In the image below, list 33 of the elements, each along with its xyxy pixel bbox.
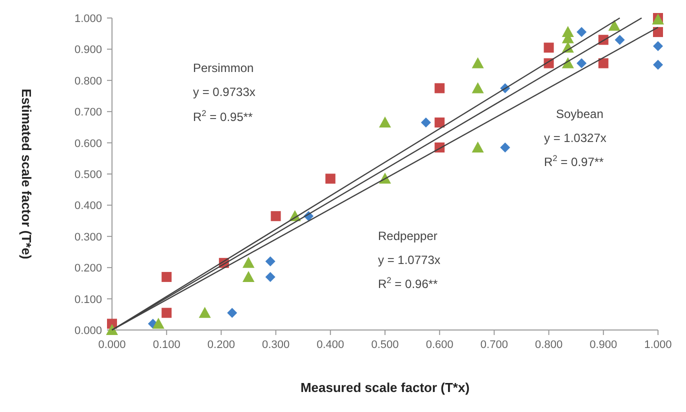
x-tick-label: 0.500: [371, 339, 399, 351]
annotation: y = 1.0773x: [378, 253, 440, 267]
y-tick-label: 0.500: [74, 169, 102, 181]
y-tick-label: 0.900: [74, 44, 102, 56]
annotation: Soybean: [556, 107, 604, 121]
y-tick-label: 0.800: [74, 75, 102, 88]
x-tick-label: 0.900: [590, 339, 618, 351]
y-tick-label: 0.400: [74, 200, 102, 212]
x-axis-title: Measured scale factor (T*x): [300, 380, 470, 395]
x-tick-label: 0.100: [152, 339, 180, 351]
x-tick-label: 0.300: [262, 339, 290, 351]
y-tick-label: 0.200: [74, 262, 102, 275]
x-tick-label: 0.600: [426, 339, 454, 351]
y-tick-label: 1.000: [74, 13, 102, 25]
annotation: Redpepper: [378, 229, 438, 243]
annotation: R$^{2}$ = 0.95**: [193, 108, 254, 124]
x-tick-label: 0.200: [207, 339, 235, 351]
annotation: R$^{2}$ = 0.96**: [378, 275, 438, 291]
annotation: y = 1.0327x: [544, 131, 606, 145]
y-tick-label: 0.300: [74, 231, 102, 244]
annotation: Persimmon: [193, 61, 254, 75]
y-axis-title: Estimated scale factor (T*e): [19, 88, 34, 260]
x-tick-label: 0.000: [98, 339, 126, 351]
x-tick-label: 0.800: [535, 339, 563, 351]
annotation: R$^{2}$ = 0.97**: [544, 153, 604, 169]
x-tick-label: 0.400: [316, 339, 344, 351]
y-tick-label: 0.000: [74, 325, 102, 337]
y-tick-label: 0.600: [74, 138, 102, 150]
y-tick-label: 0.100: [74, 294, 102, 306]
y-tick-label: 0.700: [74, 106, 102, 119]
x-tick-label: 1.000: [644, 339, 672, 351]
annotation: y = 0.9733x: [193, 85, 256, 99]
x-tick-label: 0.700: [480, 339, 508, 351]
